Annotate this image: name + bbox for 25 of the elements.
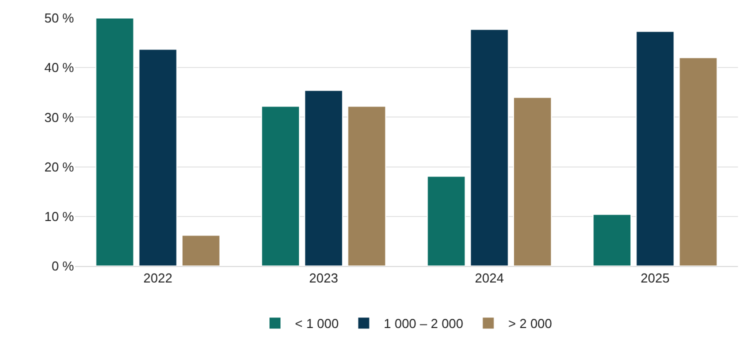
y-tick-label: 40 %: [44, 60, 74, 76]
legend-label: 1 000 – 2 000: [384, 316, 464, 332]
bar: [513, 96, 552, 266]
bar: [261, 106, 300, 266]
legend-label: > 2 000: [508, 316, 552, 332]
y-tick-label: 30 %: [44, 110, 74, 125]
x-tick-label: 2022: [143, 270, 172, 286]
bar: [304, 90, 344, 266]
bar: [182, 234, 220, 266]
bar: [347, 106, 386, 266]
bar: [678, 57, 718, 266]
bar: [592, 214, 632, 266]
bar: [470, 28, 509, 266]
x-tick-label: 2024: [474, 270, 504, 286]
x-tick-label: 2025: [640, 270, 670, 286]
bar: [426, 176, 466, 266]
x-tick-label: 2023: [309, 270, 338, 286]
y-tick-label: 20 %: [44, 159, 74, 174]
bar: [95, 18, 134, 266]
bar: [138, 48, 178, 266]
y-tick-label: 50 %: [44, 10, 74, 26]
y-tick-label: 10 %: [44, 208, 74, 224]
legend-label: < 1 000: [295, 316, 339, 332]
y-tick-label: 0 %: [52, 258, 74, 274]
bar: [636, 30, 675, 266]
